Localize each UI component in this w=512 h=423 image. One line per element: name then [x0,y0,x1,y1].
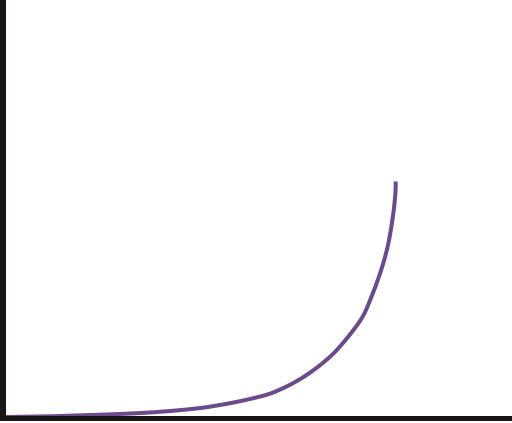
series-layer [4,181,398,419]
series-line-0 [4,181,398,419]
